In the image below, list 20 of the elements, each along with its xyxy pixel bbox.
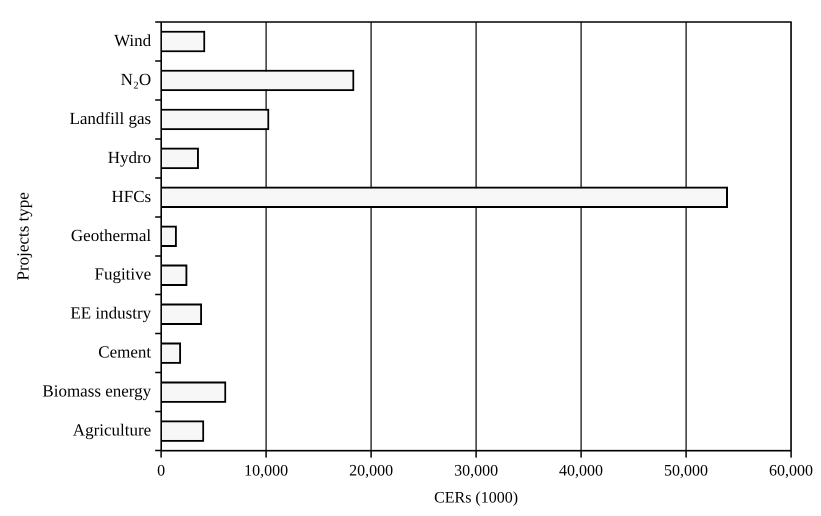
y-tick-label: Hydro (108, 148, 152, 167)
x-tick-label: 0 (157, 462, 166, 480)
y-tick-label: Landfill gas (69, 108, 152, 128)
y-axis-title: Projects type (14, 192, 33, 280)
x-tick-label: 60,000 (769, 462, 813, 480)
y-tick-label: Geothermal (70, 226, 152, 245)
x-tick-label: 40,000 (559, 462, 604, 480)
x-tick-label: 20,000 (349, 462, 394, 480)
x-tick-label: 50,000 (664, 462, 708, 480)
y-tick-label: Agriculture (72, 420, 152, 440)
y-tick-label: EE industry (70, 304, 152, 323)
y-tick-label: Cement (98, 342, 152, 362)
y-tick-label: Fugitive (94, 264, 152, 284)
y-tick-label: HFCs (111, 186, 152, 206)
x-axis-title: CERs (1000) (434, 490, 518, 507)
x-tick-label: 30,000 (454, 462, 498, 480)
x-tick-label: 10,000 (244, 462, 288, 480)
y-tick-label: Biomass energy (42, 382, 152, 401)
y-tick-label: Wind (114, 30, 152, 50)
y-tick-label: N₂O (120, 70, 152, 89)
